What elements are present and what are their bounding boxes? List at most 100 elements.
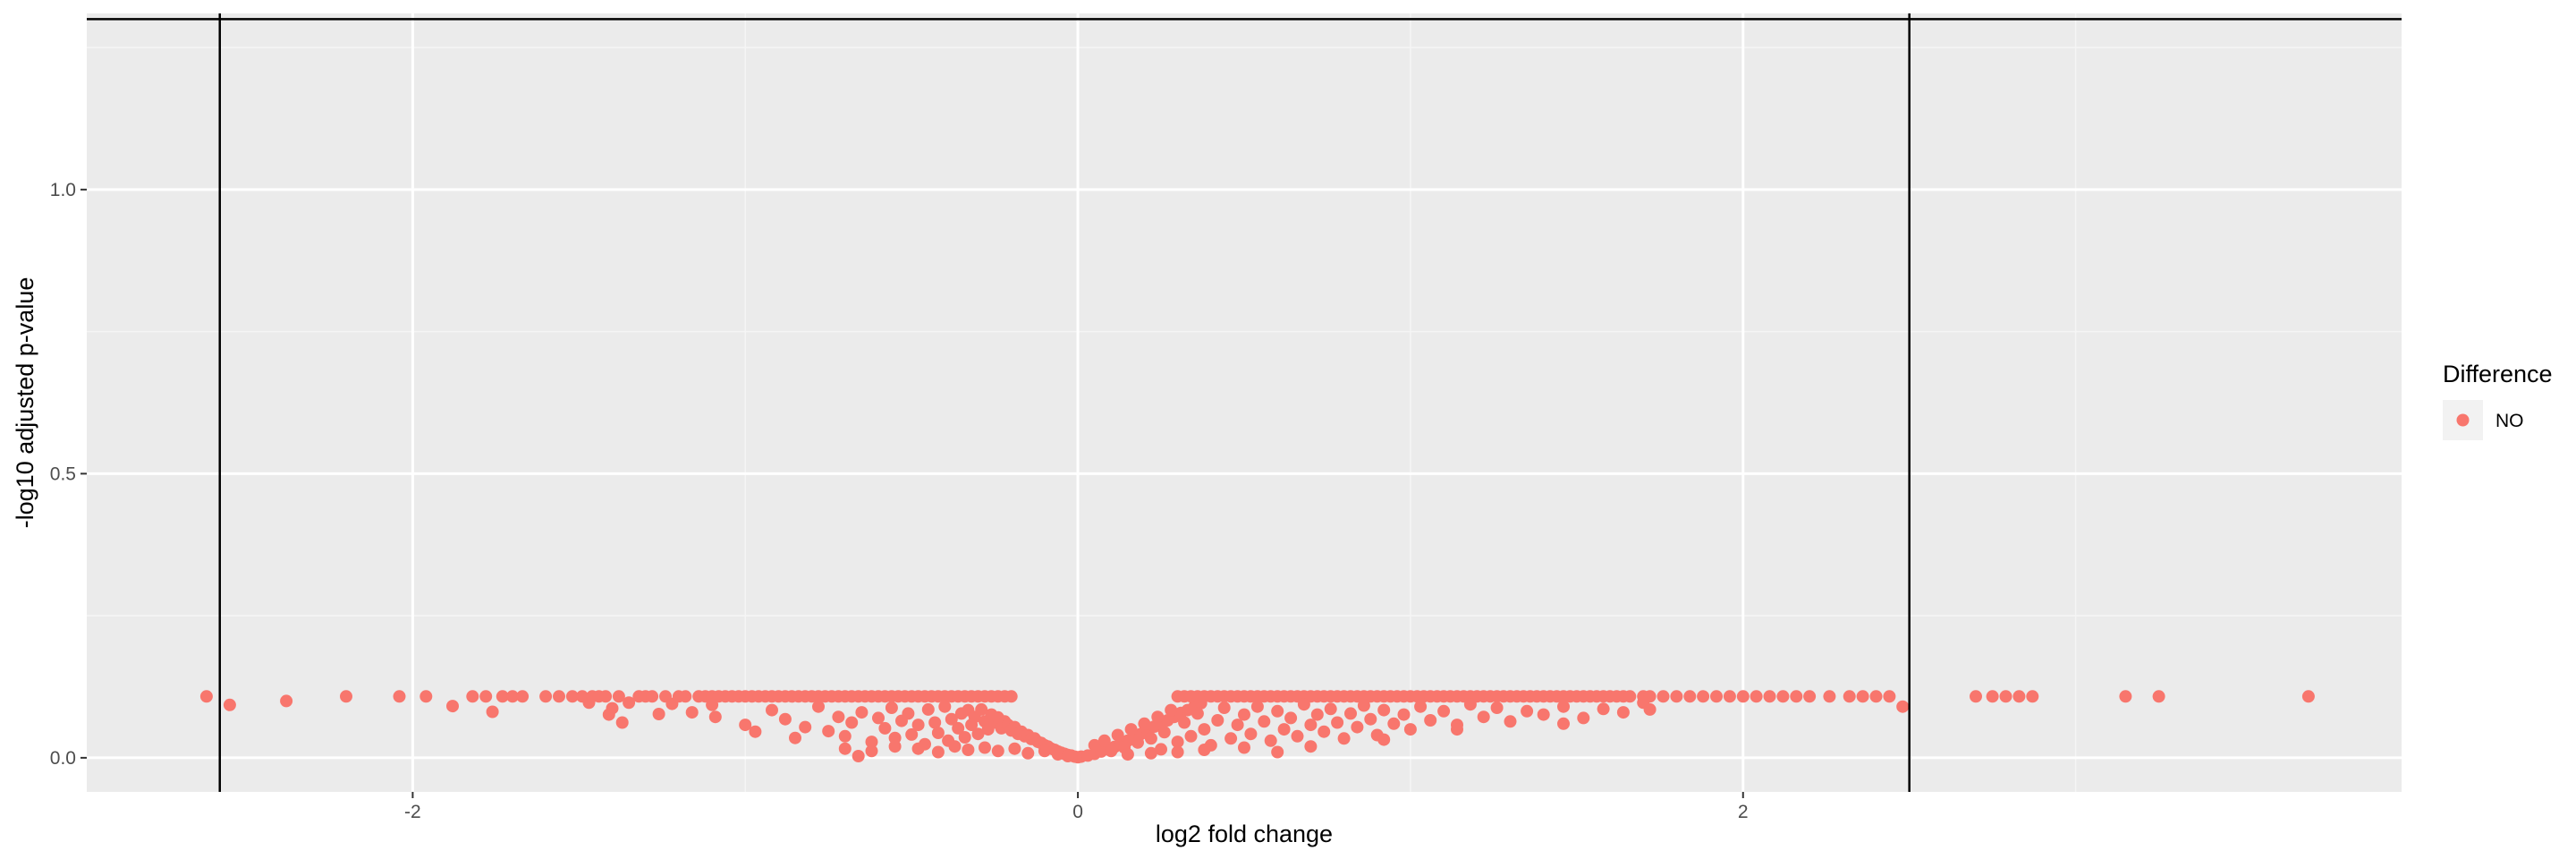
legend-key-dot: [2456, 413, 2470, 427]
data-point: [1231, 719, 1244, 732]
data-point: [1397, 708, 1411, 721]
data-point: [553, 690, 565, 703]
data-point: [623, 696, 636, 710]
data-point: [1344, 707, 1357, 720]
data-point: [1490, 702, 1504, 714]
data-point: [1776, 690, 1790, 703]
data-point: [419, 690, 433, 703]
data-point: [1377, 733, 1391, 746]
data-point: [1111, 728, 1124, 742]
data-point: [1790, 690, 1803, 703]
data-point: [845, 716, 859, 729]
data-point: [1224, 732, 1238, 745]
data-point: [1856, 690, 1869, 703]
data-point: [1097, 734, 1111, 747]
data-point: [1105, 744, 1118, 758]
data-point: [928, 716, 942, 729]
data-point: [1191, 707, 1204, 720]
data-point: [1004, 690, 1018, 703]
data-point: [615, 716, 629, 729]
data-point: [888, 740, 902, 753]
data-point: [2119, 690, 2132, 703]
data-point: [479, 690, 493, 703]
minor-gridlines: [87, 13, 2402, 792]
data-point: [1264, 734, 1277, 747]
data-point: [1424, 714, 1437, 727]
plot-panel: [87, 13, 2402, 792]
data-point: [1623, 690, 1637, 703]
data-point: [2152, 690, 2165, 703]
data-point: [1670, 690, 1683, 703]
data-point: [280, 694, 293, 708]
data-point: [1577, 711, 1590, 725]
x-axis-ticks: -2 0 2: [404, 792, 1749, 822]
data-point: [1061, 750, 1074, 762]
data-point: [1318, 725, 1331, 738]
data-point: [1198, 744, 1211, 756]
data-point: [1710, 690, 1723, 703]
data-point: [1803, 690, 1817, 703]
data-point: [1121, 748, 1134, 761]
data-point: [1008, 742, 1021, 755]
data-point: [1616, 706, 1630, 719]
data-point: [1883, 690, 1896, 703]
data-point: [1723, 690, 1736, 703]
data-point: [646, 690, 659, 703]
data-point: [393, 690, 406, 703]
data-point: [506, 690, 519, 703]
data-point: [1869, 690, 1883, 703]
legend-title: Difference: [2443, 361, 2553, 387]
x-tick-label: 2: [1738, 802, 1749, 822]
data-point: [1297, 698, 1310, 711]
data-point: [1537, 708, 1550, 721]
data-point: [1357, 699, 1370, 712]
data-point: [1178, 716, 1191, 729]
data-point: [2026, 690, 2039, 703]
data-point: [606, 702, 619, 715]
data-point: [539, 690, 553, 703]
data-point: [1451, 723, 1463, 736]
data-point: [1331, 716, 1344, 729]
data-point: [1697, 690, 1710, 703]
data-point: [1277, 723, 1291, 736]
y-tick-label: 0.0: [50, 748, 76, 769]
data-point: [1198, 723, 1211, 736]
y-tick-label: 0.5: [50, 464, 76, 484]
data-point: [952, 721, 965, 735]
data-point: [1171, 745, 1184, 759]
y-tick-label: 1.0: [50, 180, 76, 200]
data-point: [486, 705, 499, 719]
data-point: [1291, 729, 1304, 743]
data-point: [766, 703, 778, 717]
major-gridlines: [87, 13, 2402, 792]
data-point: [708, 710, 722, 724]
data-point: [1896, 700, 1910, 713]
data-point: [832, 710, 845, 724]
data-point: [1155, 743, 1167, 756]
data-point: [838, 742, 852, 755]
data-point: [679, 690, 692, 703]
data-point: [1557, 717, 1570, 730]
data-point: [878, 721, 892, 735]
data-points: [199, 690, 2315, 764]
data-point: [812, 700, 825, 713]
x-tick-label: 0: [1072, 802, 1083, 822]
data-point: [706, 698, 719, 711]
data-point: [1211, 714, 1224, 727]
data-point: [1504, 715, 1517, 728]
data-point: [885, 702, 898, 714]
data-point: [1238, 708, 1250, 721]
data-point: [1337, 732, 1351, 745]
data-point: [902, 707, 915, 720]
data-point: [838, 729, 852, 743]
data-point: [340, 690, 352, 703]
data-point: [911, 719, 925, 732]
reference-lines: [87, 13, 2402, 792]
data-point: [1477, 710, 1490, 724]
data-point: [911, 742, 925, 755]
data-point: [822, 725, 835, 738]
data-point: [945, 712, 958, 726]
data-point: [1144, 732, 1157, 745]
data-point: [865, 744, 878, 758]
data-point: [1324, 702, 1337, 716]
